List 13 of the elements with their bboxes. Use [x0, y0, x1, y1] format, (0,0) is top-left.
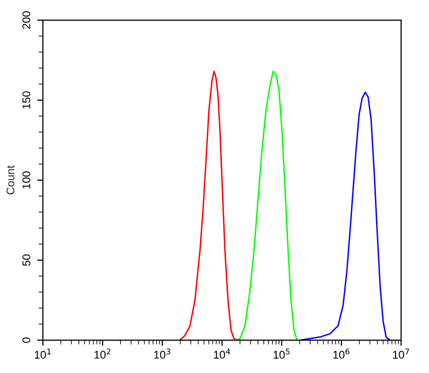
y-tick-label: 200 — [22, 11, 30, 29]
y-tick-label: 50 — [22, 254, 30, 266]
x-tick-label: 10$^{5}$ — [274, 348, 290, 359]
y-tick-label: 100 — [22, 171, 30, 189]
y-axis-title: Count — [6, 165, 14, 194]
x-tick-label: 10$^{4}$ — [214, 348, 230, 359]
x-tick-label: 10$^{6}$ — [333, 348, 350, 359]
x-tick-label: 10$^{3}$ — [154, 348, 170, 359]
y-tick-label: 0 — [22, 338, 30, 343]
y-tick-label: 150 — [22, 91, 30, 109]
x-tick-label: 10$^{2}$ — [94, 348, 110, 359]
x-tick-label: 10$^{1}$ — [34, 348, 51, 359]
x-tick-label: 10$^{7}$ — [393, 348, 409, 359]
